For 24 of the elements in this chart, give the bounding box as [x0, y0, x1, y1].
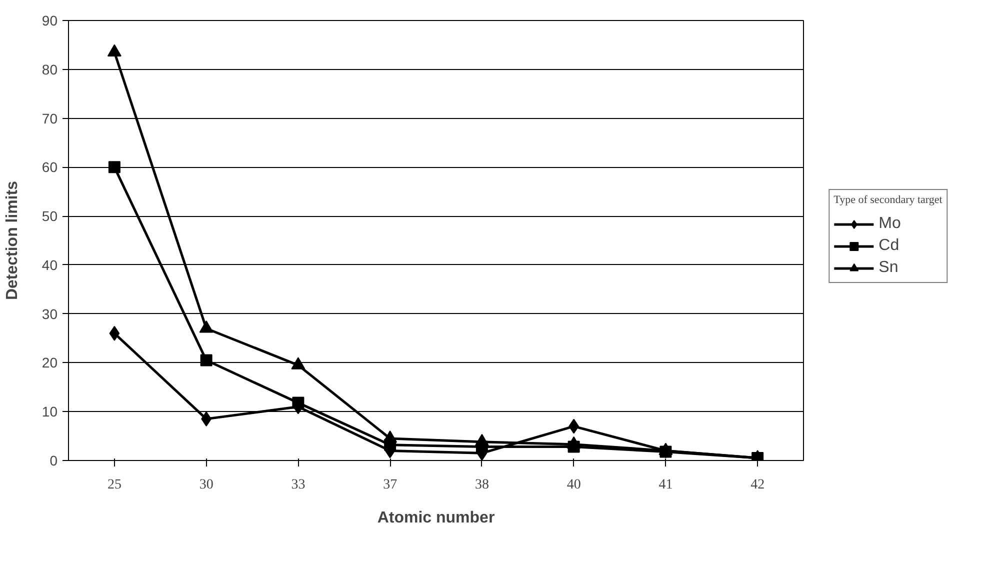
x-tick-label: 40	[566, 478, 581, 492]
y-tick-label: 30	[42, 306, 58, 322]
legend-title: Type of secondary target	[834, 194, 942, 206]
y-tick-label: 80	[42, 61, 58, 78]
y-axis-title: Detection limits	[4, 180, 21, 300]
x-tick-label: 38	[474, 478, 489, 492]
y-tick-label: 40	[42, 256, 58, 273]
y-tick-label: 70	[42, 110, 58, 126]
legend-label: Mo	[878, 214, 901, 232]
x-tick-label: 30	[199, 478, 214, 492]
x-axis-title: Atomic number	[377, 510, 495, 526]
legend-label: Sn	[878, 258, 899, 276]
y-tick-label: 50	[42, 208, 58, 224]
x-tick-label: 41	[658, 478, 673, 492]
y-tick-label: 20	[42, 354, 58, 371]
x-tick-label: 25	[107, 478, 122, 492]
x-tick-label: 33	[291, 478, 306, 492]
x-tick-label: 42	[750, 478, 765, 492]
y-tick-label: 60	[42, 159, 58, 176]
y-tick-label: 90	[42, 12, 58, 28]
x-tick-label: 37	[383, 478, 398, 492]
y-tick-label: 0	[50, 452, 58, 468]
y-tick-label: 10	[42, 404, 58, 420]
legend-label: Cd	[878, 236, 900, 254]
